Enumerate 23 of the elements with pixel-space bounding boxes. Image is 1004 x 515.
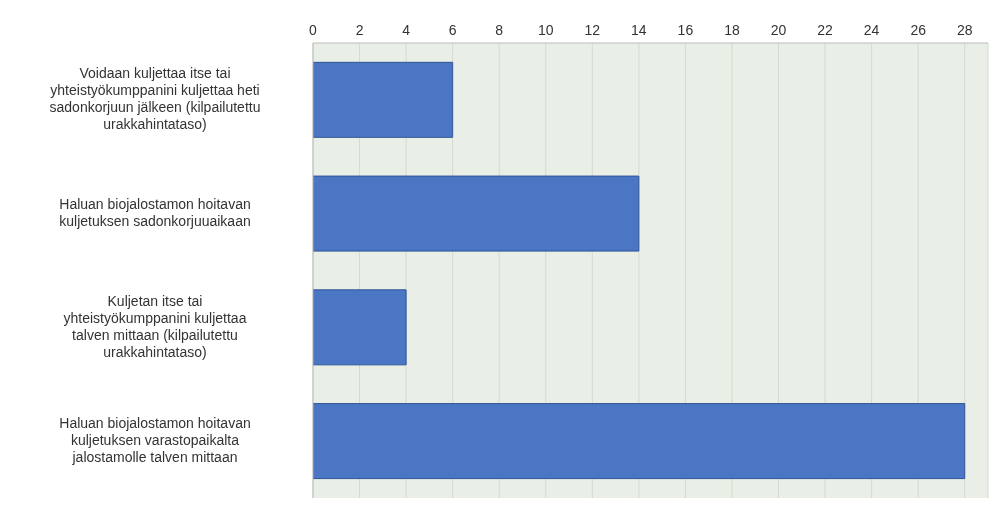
bar — [313, 61, 454, 138]
bar — [313, 175, 640, 252]
y-tick-label: Haluan biojalostamon hoitavan kuljetuksen varastopaikalta jalostamolle talven mittaan — [59, 414, 251, 465]
x-tick-label: 14 — [631, 22, 647, 38]
x-tick-label: 24 — [863, 22, 880, 38]
x-tick-label: 10 — [537, 22, 554, 38]
y-tick-label: Voidaan kuljettaa itse tai yhteistyökumppanini kuljettaa heti sadonkorjuun jälkeen (kilpailutettu urakkahintataso) — [49, 65, 261, 133]
x-tick-label: 0 — [309, 22, 318, 38]
bar — [313, 289, 407, 366]
x-tick-label: 22 — [817, 22, 834, 38]
bar — [313, 403, 966, 480]
x-tick-label: 20 — [770, 22, 787, 38]
x-tick-label: 12 — [584, 22, 601, 38]
x-tick-label: 18 — [724, 22, 740, 38]
x-tick-label: 2 — [355, 22, 364, 38]
x-tick-label: 26 — [910, 22, 927, 38]
x-tick-label: 16 — [677, 22, 694, 38]
x-tick-label: 6 — [448, 22, 457, 38]
y-tick-label: Haluan biojalostamon hoitavan kuljetuksen sadonkorjuuaikaan — [59, 195, 251, 229]
x-tick-label: 4 — [402, 22, 411, 38]
x-tick-label: 8 — [495, 22, 504, 38]
y-tick-label: Kuljetan itse tai yhteistyökumppanini kuljettaa talven mittaan (kilpailutettu urakkahintataso) — [63, 292, 247, 360]
x-tick-label: 28 — [956, 22, 973, 38]
